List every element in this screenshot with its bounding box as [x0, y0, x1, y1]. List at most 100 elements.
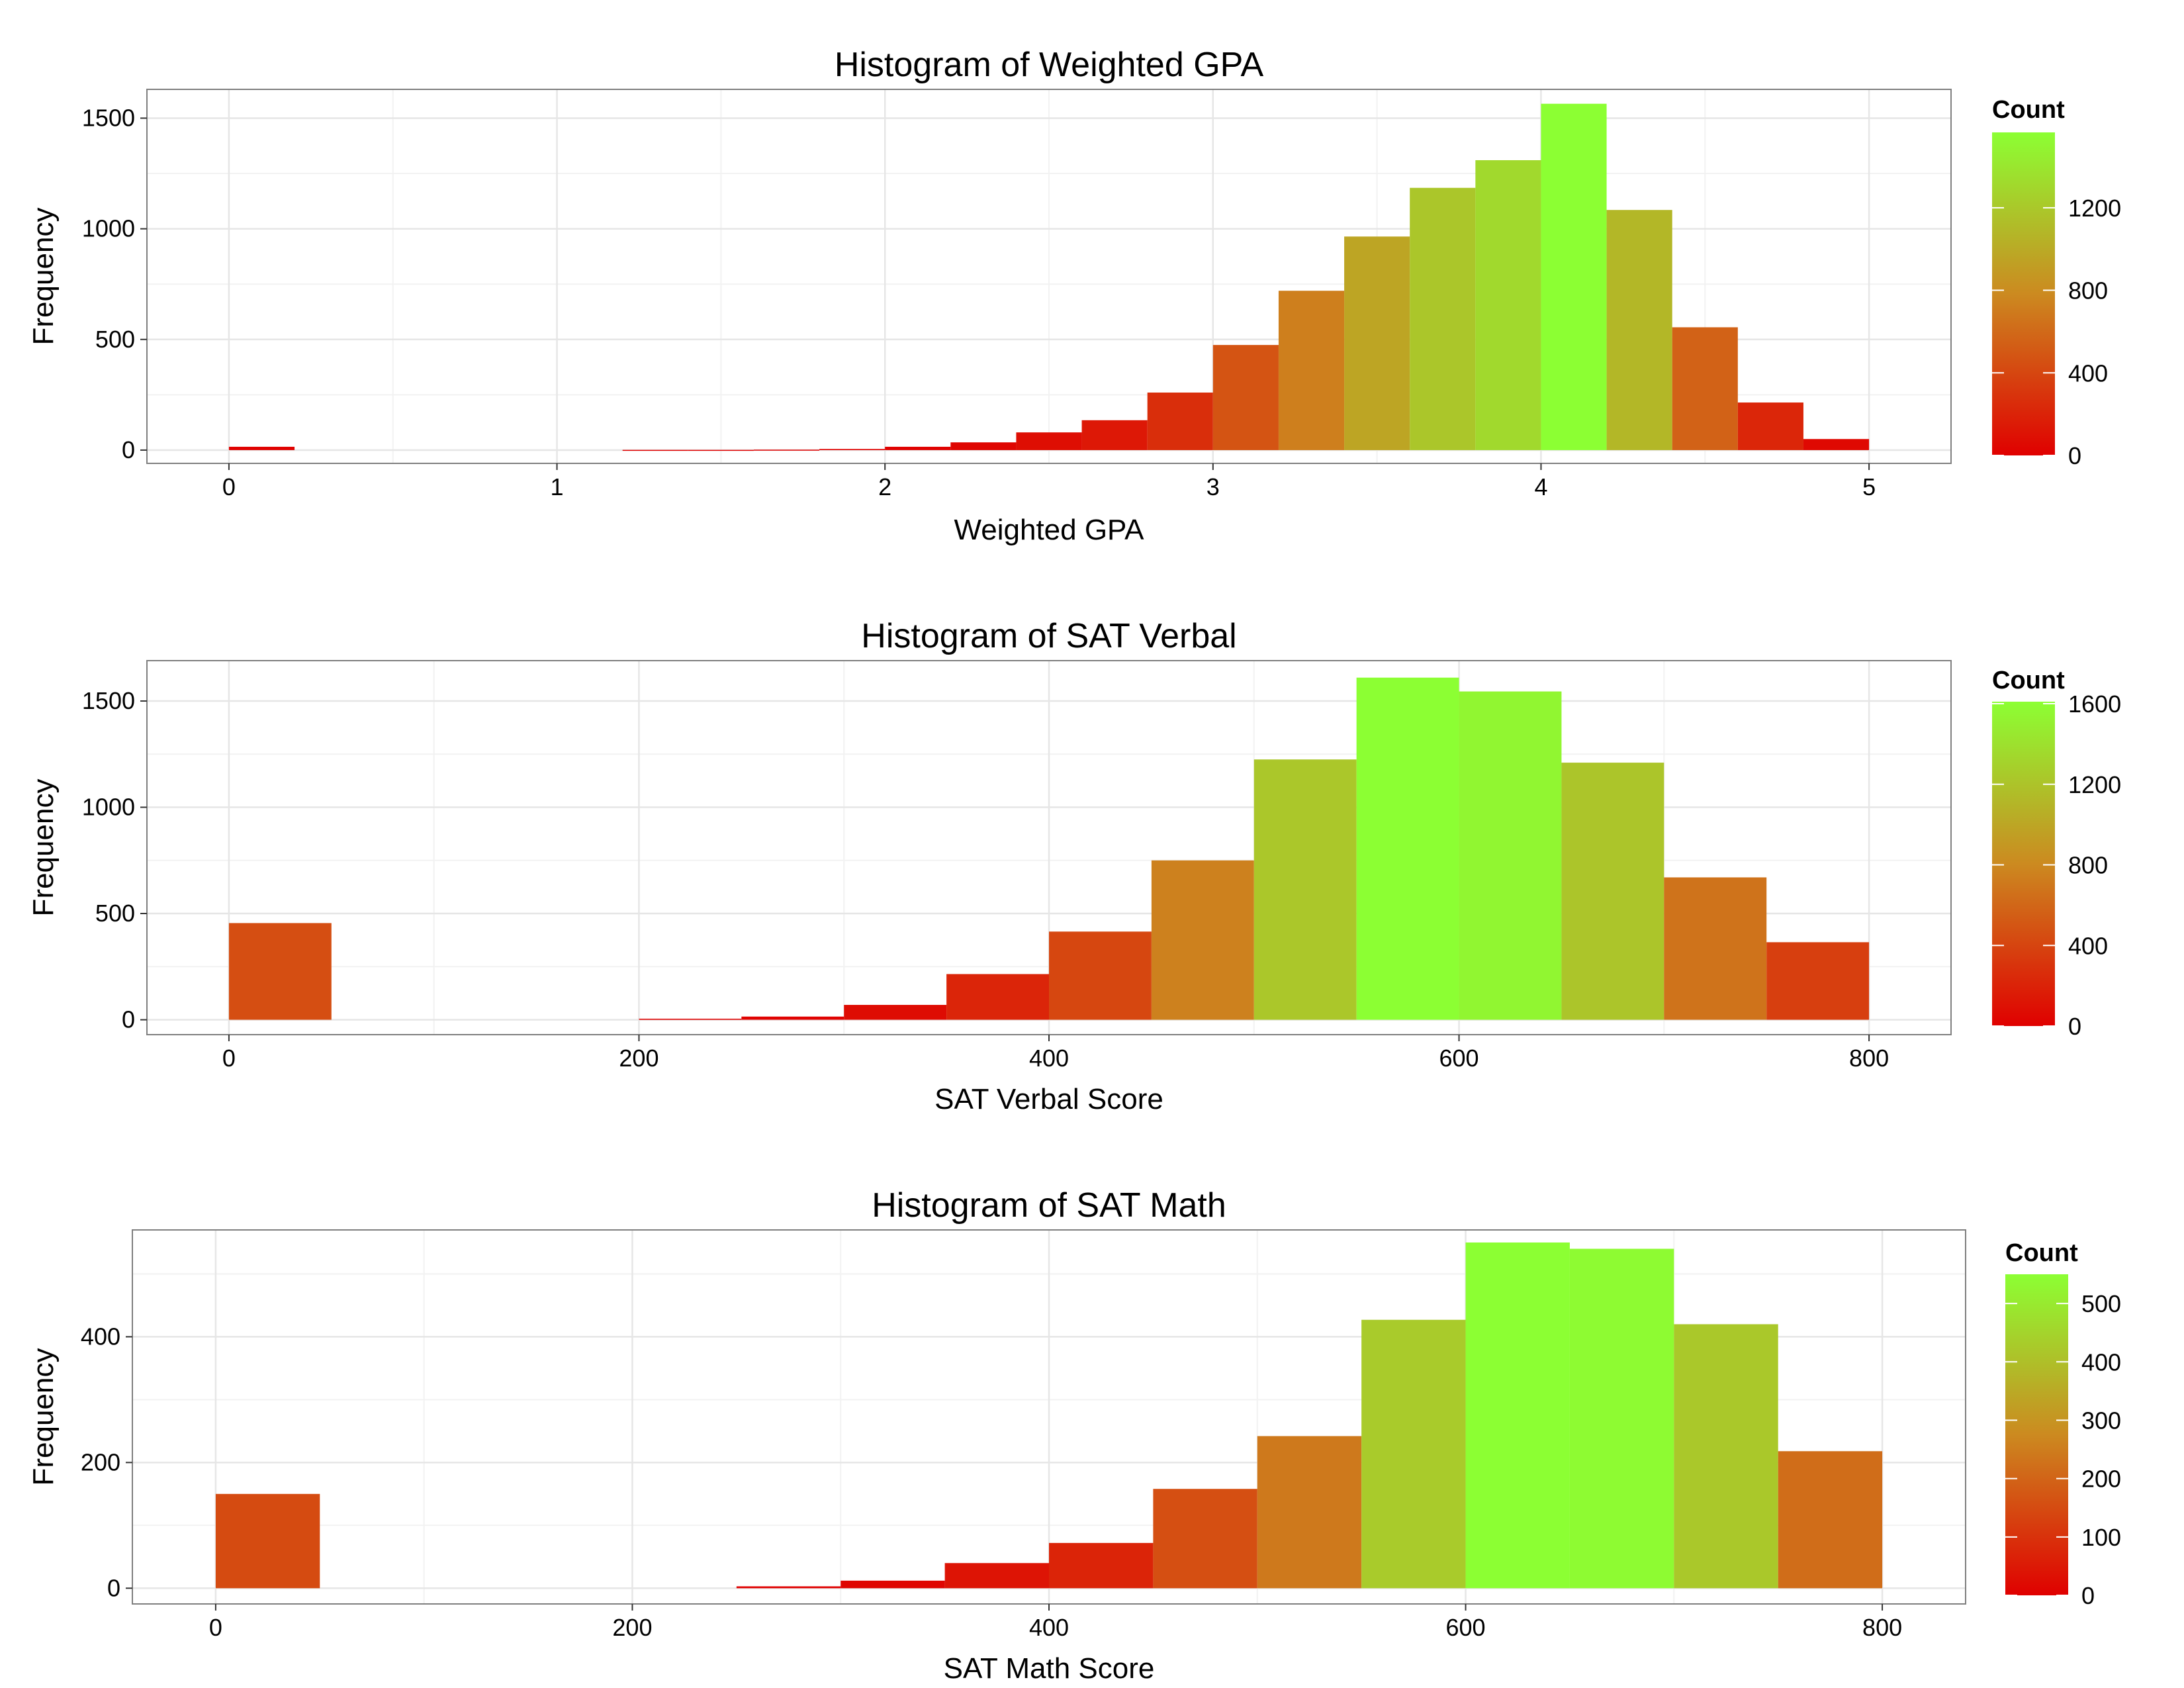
legend-tick-label: 400	[2068, 359, 2108, 387]
legend-tick-label: 400	[2068, 932, 2108, 959]
x-axis-label: Weighted GPA	[954, 514, 1145, 546]
histogram-bar	[819, 449, 886, 450]
histogram-bar	[688, 449, 754, 451]
gpa-histogram-panel: 0 1 2 3 4 5 0 500 1000 1500 Histogram of Weighted …	[27, 46, 2121, 546]
legend-title: Count	[1992, 96, 2065, 124]
y-tick-label: 400	[81, 1323, 120, 1350]
y-tick-label: 1000	[82, 794, 135, 821]
y-tick-label: 1500	[82, 104, 135, 131]
histogram-bar	[1212, 345, 1279, 450]
histogram-bar	[228, 923, 332, 1020]
legend-colorbar	[1992, 132, 2055, 455]
y-tick-label: 1500	[82, 687, 135, 714]
histogram-bar	[1410, 187, 1476, 450]
histogram-bar	[1361, 1319, 1466, 1589]
legend-tick-label: 800	[2068, 852, 2108, 879]
x-tick-label: 5	[1862, 473, 1876, 500]
histogram-bar	[844, 1005, 947, 1020]
x-tick-label: 800	[1862, 1614, 1902, 1641]
x-tick-label: 400	[1029, 1045, 1069, 1072]
legend-tick-label: 800	[2068, 277, 2108, 305]
histogram-bar	[736, 1586, 841, 1589]
histogram-bar	[1344, 236, 1410, 450]
histogram-bar	[1257, 1436, 1362, 1589]
histogram-bar	[950, 442, 1017, 450]
x-tick-label: 800	[1849, 1045, 1889, 1072]
y-tick-label: 0	[122, 436, 135, 463]
y-tick-label: 1000	[82, 215, 135, 242]
legend-tick-label: 400	[2081, 1348, 2121, 1376]
histogram-bar	[1147, 393, 1213, 450]
x-tick-label: 2	[878, 473, 891, 500]
histogram-bar	[1465, 1242, 1570, 1589]
legend-title: Count	[2005, 1239, 2078, 1267]
histogram-bar	[639, 1018, 742, 1020]
histogram-bar	[1016, 432, 1082, 450]
histogram-bar	[1459, 691, 1562, 1020]
y-tick-label: 500	[95, 326, 135, 353]
histogram-bar	[1672, 327, 1738, 450]
plot-frame	[146, 89, 1952, 464]
histogram-bar	[228, 446, 295, 450]
histogram-bar	[1081, 420, 1148, 450]
x-tick-label: 3	[1206, 473, 1220, 500]
sat-verbal-histogram-panel: 0 200 400 600 800 0 500 1000 1500 Histogram of SA…	[27, 617, 2121, 1115]
legend-tick-label: 1200	[2068, 195, 2121, 222]
histogram-bar	[741, 1016, 844, 1020]
histogram-bar	[753, 449, 820, 451]
histogram-bar	[1049, 1542, 1154, 1589]
histogram-bar	[1151, 860, 1254, 1020]
legend-tick-label: 0	[2068, 1013, 2081, 1040]
histogram-bar	[944, 1563, 1049, 1589]
histogram-bar	[1356, 677, 1459, 1020]
legend-tick-label: 0	[2068, 442, 2081, 469]
histogram-bar	[215, 1493, 320, 1589]
x-tick-label: 200	[619, 1045, 659, 1072]
x-tick-label: 1	[551, 473, 564, 500]
legend-tick-label: 0	[2081, 1582, 2095, 1609]
x-tick-label: 0	[222, 473, 236, 500]
x-tick-label: 600	[1439, 1045, 1479, 1072]
histogram-bar	[1569, 1248, 1674, 1589]
histogram-bar	[1778, 1451, 1883, 1589]
histogram-bar	[1737, 402, 1803, 450]
y-axis-label: Frequency	[27, 208, 60, 346]
y-tick-label: 0	[107, 1574, 120, 1601]
histogram-bar	[841, 1580, 945, 1589]
histogram-bar	[1278, 291, 1345, 450]
x-tick-label: 400	[1029, 1614, 1069, 1641]
x-axis-label: SAT Math Score	[944, 1652, 1155, 1685]
legend-title: Count	[1992, 667, 2065, 694]
legend-tick-label: 1200	[2068, 771, 2121, 798]
histogram-bar	[1153, 1489, 1257, 1589]
x-axis-label: SAT Verbal Score	[934, 1083, 1163, 1115]
legend-colorbar	[1992, 702, 2055, 1026]
histogram-bar	[946, 974, 1049, 1020]
x-tick-label: 600	[1446, 1614, 1486, 1641]
y-tick-label: 500	[95, 900, 135, 927]
histogram-bar	[1541, 103, 1607, 450]
y-tick-label: 0	[122, 1006, 135, 1033]
histogram-bar	[1674, 1324, 1778, 1589]
legend-tick-label: 300	[2081, 1407, 2121, 1434]
x-tick-label: 4	[1534, 473, 1547, 500]
chart-title: Histogram of SAT Verbal	[861, 617, 1236, 655]
legend-tick-label: 100	[2081, 1524, 2121, 1551]
x-tick-label: 0	[222, 1045, 236, 1072]
legend-tick-label: 1600	[2068, 690, 2121, 718]
histogram-bar	[1049, 931, 1152, 1020]
histogram-bar	[1561, 763, 1664, 1020]
x-tick-label: 0	[209, 1614, 222, 1641]
histogram-bar	[1766, 942, 1870, 1020]
y-axis-label: Frequency	[27, 779, 60, 917]
legend-colorbar	[2005, 1274, 2068, 1595]
x-tick-label: 200	[612, 1614, 652, 1641]
histogram-bar	[622, 449, 688, 451]
histogram-bar	[1253, 759, 1357, 1020]
sat-math-histogram-panel: 0 200 400 600 800 0 200 400 Histogram of SAT Mat…	[27, 1186, 2121, 1685]
histogram-bar	[1475, 160, 1541, 450]
legend-tick-label: 200	[2081, 1466, 2121, 1493]
histogram-bar	[885, 446, 951, 450]
histogram-bar	[1664, 877, 1767, 1020]
